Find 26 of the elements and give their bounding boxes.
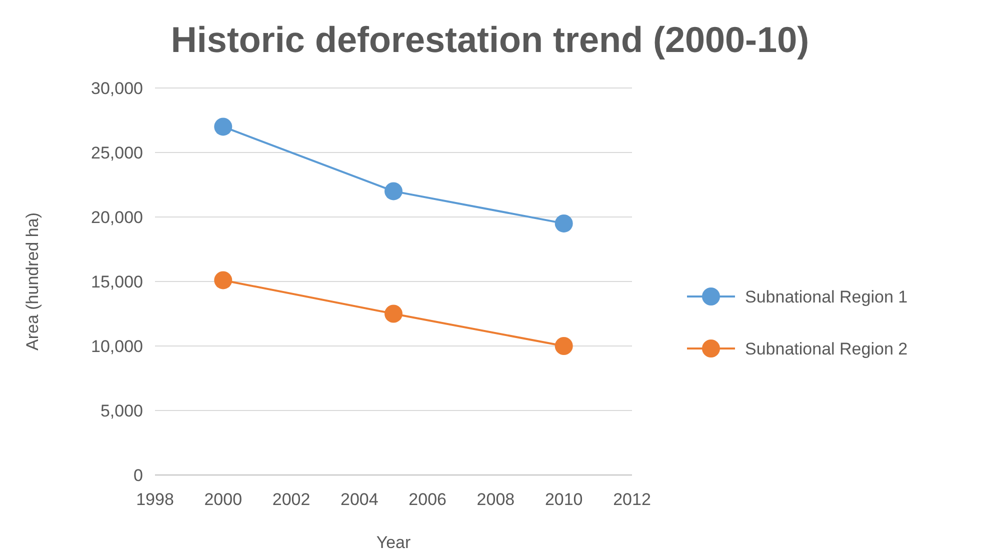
x-tick-label: 1998 [136, 490, 174, 509]
x-tick-label: 2002 [272, 490, 310, 509]
y-tick-label: 15,000 [91, 272, 143, 292]
x-tick-label: 2012 [613, 490, 651, 509]
point [214, 118, 232, 136]
x-axis-title: Year [376, 533, 412, 552]
legend-label: Subnational Region 2 [745, 339, 908, 358]
y-axis-title: Area (hundred ha) [23, 212, 42, 350]
x-tick-label: 2010 [544, 490, 583, 509]
y-tick-label: 30,000 [91, 78, 143, 98]
y-tick-label: 5,000 [100, 401, 143, 420]
point [554, 214, 573, 232]
point [384, 182, 402, 200]
chart-title: Historic deforestation trend (2000-10) [170, 19, 810, 60]
legend-label: Subnational Region 1 [745, 287, 908, 306]
x-tick-label: 2004 [340, 490, 378, 509]
y-tick-label: 25,000 [91, 143, 143, 162]
x-tick-label: 2008 [476, 490, 515, 509]
y-tick-label: 10,000 [91, 336, 143, 356]
point [554, 337, 573, 355]
point [384, 304, 402, 323]
y-tick-label: 20,000 [91, 208, 143, 227]
point [214, 271, 232, 290]
x-tick-label: 2000 [204, 490, 242, 509]
y-tick-label: 0 [134, 466, 143, 485]
x-tick-label: 2006 [408, 490, 446, 509]
